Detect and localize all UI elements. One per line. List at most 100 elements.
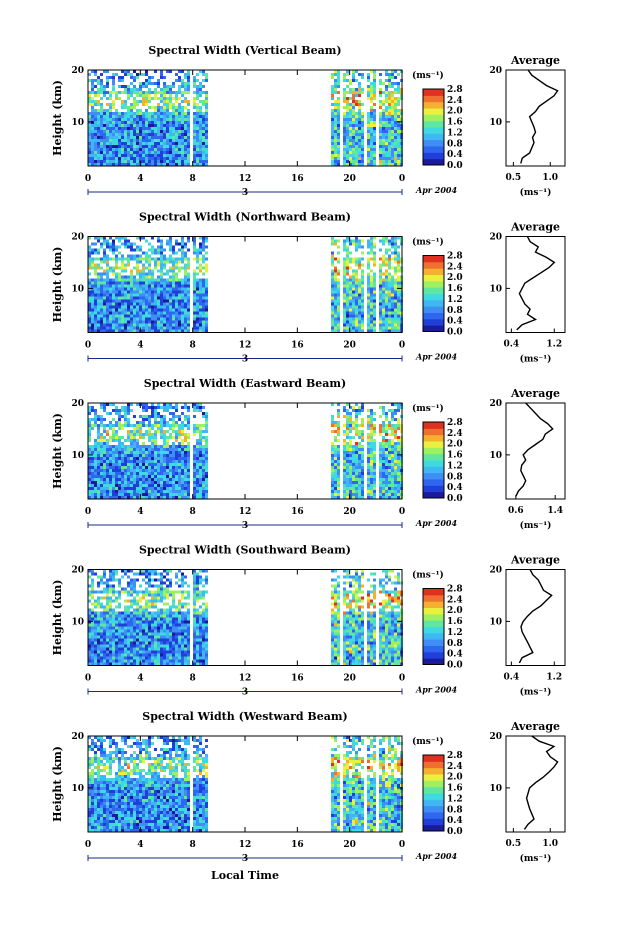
heatmap-cell <box>361 245 364 249</box>
heatmap-cell <box>394 448 397 451</box>
heatmap-cell <box>109 278 112 282</box>
heatmap-cell <box>361 121 364 124</box>
heatmap-cell <box>115 481 118 484</box>
heatmap-cell <box>169 160 172 163</box>
heatmap-cell <box>115 263 118 267</box>
heatmap-cell <box>358 460 361 463</box>
heatmap-cell <box>130 151 133 154</box>
heatmap-cell <box>202 472 205 475</box>
heatmap-cell <box>169 103 172 106</box>
heatmap-cell <box>199 475 202 478</box>
heatmap-cell <box>145 272 148 276</box>
heatmap-cell <box>382 493 385 496</box>
heatmap-cell <box>118 133 121 136</box>
heatmap-cell <box>166 445 169 448</box>
heatmap-cell <box>184 115 187 118</box>
heatmap-cell <box>379 281 382 285</box>
heatmap-cell <box>361 320 364 324</box>
heatmap-cell <box>133 100 136 103</box>
heatmap-cell <box>382 308 385 312</box>
heatmap-cell <box>160 421 163 424</box>
heatmap-cell <box>382 260 385 264</box>
heatmap-cell <box>130 124 133 127</box>
heatmap-cell <box>94 145 97 148</box>
heatmap-cell <box>346 299 349 303</box>
heatmap-cell <box>109 329 112 333</box>
heatmap-cell <box>112 139 115 142</box>
heatmap-cell <box>385 281 388 285</box>
heatmap-cell <box>196 124 199 127</box>
heatmap-cell <box>118 124 121 127</box>
heatmap-cell <box>379 326 382 330</box>
heatmap-cell <box>349 436 352 439</box>
heatmap-cell <box>91 85 94 88</box>
heatmap-cell <box>358 94 361 97</box>
heatmap-cell <box>145 329 148 333</box>
heatmap-cell <box>379 329 382 333</box>
heatmap-cell <box>379 136 382 139</box>
heatmap-cell <box>154 448 157 451</box>
heatmap-cell <box>379 299 382 303</box>
heatmap-cell <box>352 284 355 288</box>
heatmap-cell <box>100 154 103 157</box>
heatmap-cell <box>196 248 199 252</box>
heatmap-cell <box>103 278 106 282</box>
heatmap-cell <box>199 454 202 457</box>
heatmap-cell <box>100 424 103 427</box>
heatmap-cell <box>379 133 382 136</box>
heatmap-cell <box>106 97 109 100</box>
colorbar-tick-label: 0.8 <box>447 139 463 149</box>
heatmap-cell <box>106 439 109 442</box>
heatmap-cell <box>130 136 133 139</box>
heatmap-cell <box>337 481 340 484</box>
heatmap-cell <box>334 457 337 460</box>
heatmap-cell <box>106 445 109 448</box>
heatmap-cell <box>175 415 178 418</box>
heatmap-cell <box>178 145 181 148</box>
heatmap-cell <box>346 490 349 493</box>
heatmap-cell <box>193 133 196 136</box>
heatmap-cell <box>109 320 112 324</box>
heatmap-cell <box>160 257 163 261</box>
heatmap-cell <box>343 451 346 454</box>
heatmap-cell <box>115 406 118 409</box>
heatmap-cell <box>163 257 166 261</box>
heatmap-cell <box>121 260 124 264</box>
heatmap-cell <box>334 82 337 85</box>
heatmap-cell <box>373 242 376 246</box>
heatmap-cell <box>187 248 190 252</box>
heatmap-cell <box>385 302 388 306</box>
heatmap-cell <box>397 484 400 487</box>
heatmap-cell <box>388 154 391 157</box>
heatmap-cell <box>349 296 352 300</box>
heatmap-cell <box>103 151 106 154</box>
heatmap-cell <box>124 127 127 130</box>
heatmap-cell <box>139 454 142 457</box>
heatmap-cell <box>112 329 115 333</box>
heatmap-cell <box>124 236 127 240</box>
heatmap-cell <box>175 272 178 276</box>
y-axis-label: Height (km) <box>51 80 64 156</box>
heatmap-cell <box>115 245 118 249</box>
heatmap-cell <box>397 481 400 484</box>
heatmap-cell <box>160 245 163 249</box>
heatmap-cell <box>145 406 148 409</box>
heatmap-cell <box>331 151 334 154</box>
heatmap-cell <box>202 317 205 321</box>
heatmap-cell <box>334 320 337 324</box>
heatmap-cell <box>169 484 172 487</box>
heatmap-cell <box>169 281 172 285</box>
heatmap-cell <box>118 236 121 240</box>
heatmap-cell <box>112 103 115 106</box>
heatmap-cell <box>355 163 358 166</box>
heatmap-cell <box>154 157 157 160</box>
heatmap-cell <box>343 409 346 412</box>
heatmap-cell <box>370 317 373 321</box>
heatmap-cell <box>202 281 205 285</box>
heatmap-cell <box>391 484 394 487</box>
heatmap-cell <box>343 112 346 115</box>
heatmap-cell <box>193 493 196 496</box>
heatmap-cell <box>397 115 400 118</box>
heatmap-cell <box>154 454 157 457</box>
heatmap-cell <box>352 445 355 448</box>
